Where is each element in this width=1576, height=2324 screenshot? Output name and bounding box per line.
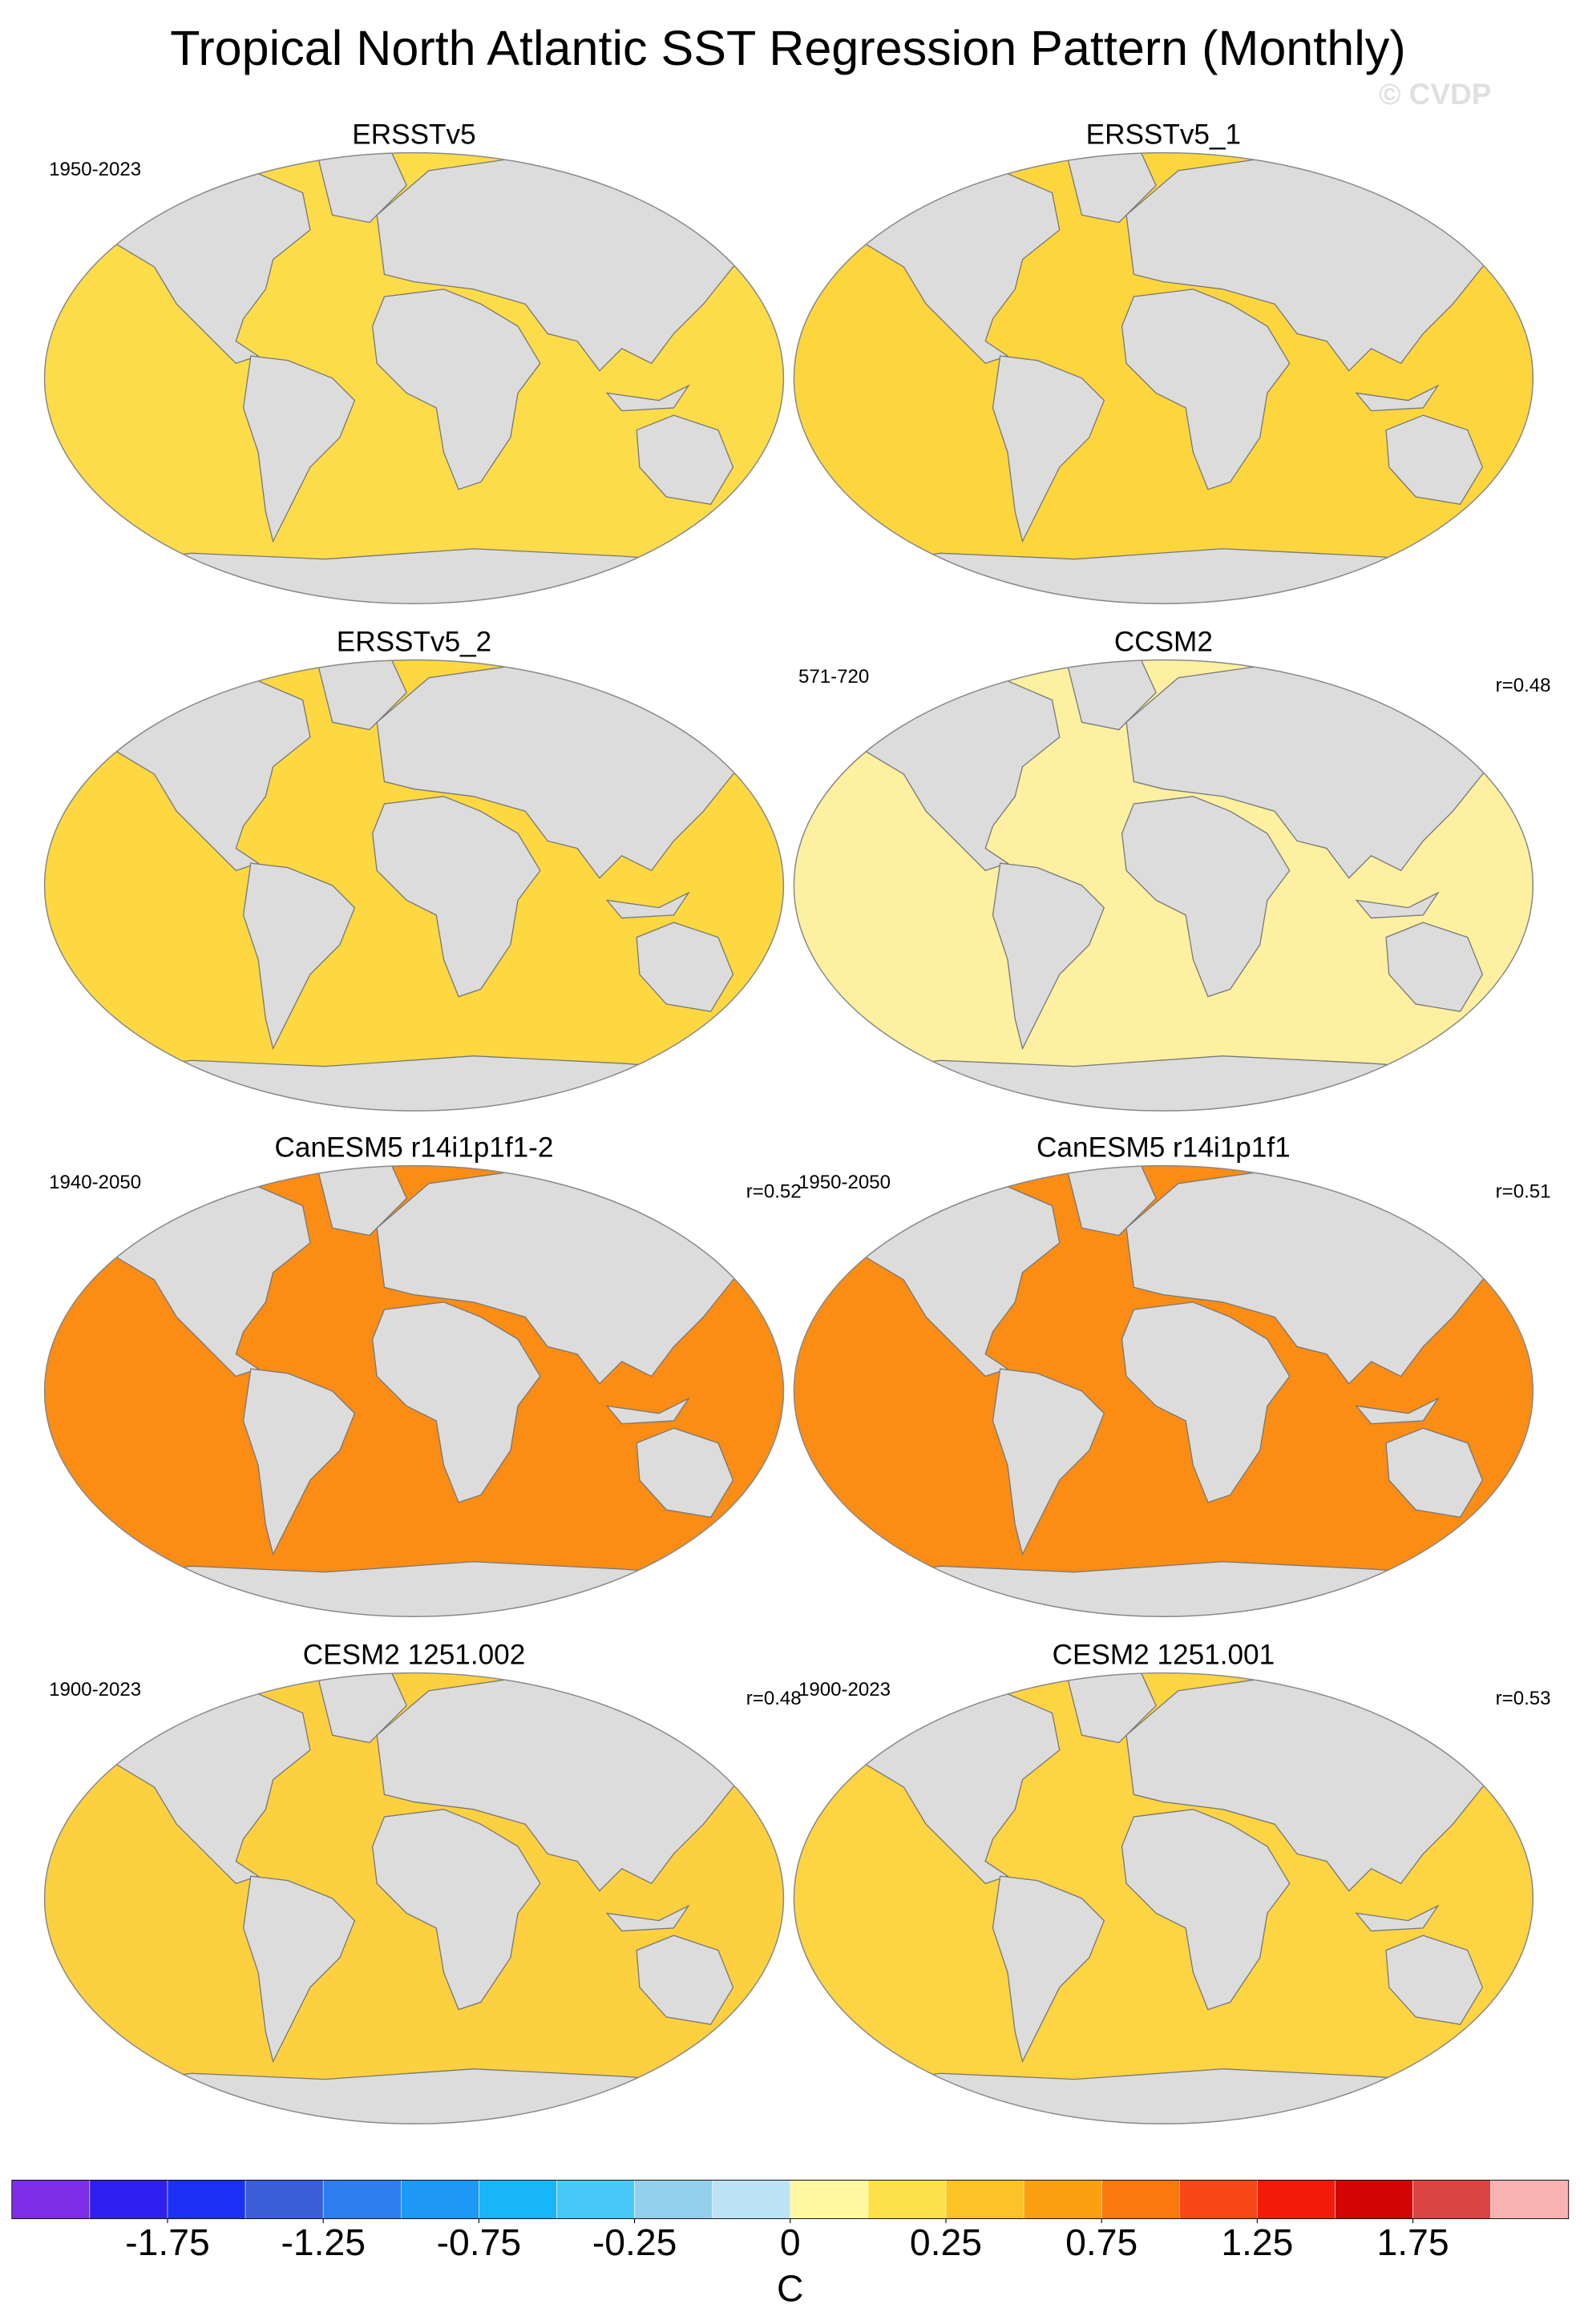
- colorbar-box: [322, 2180, 402, 2219]
- figure-title: Tropical North Atlantic SST Regression P…: [170, 21, 1405, 75]
- colorbar-tick-label: 1.75: [1377, 2221, 1449, 2263]
- panel-period: 1900-2023: [49, 1679, 141, 1701]
- panel-title: CESM2 1251.001: [1053, 1639, 1275, 1670]
- map-panel: CESM2 1251.002 1900-2023 r=0.48: [43, 1639, 802, 2124]
- colorbar-box: [945, 2180, 1024, 2219]
- panel-period: 1900-2023: [798, 1679, 891, 1701]
- map-border: [793, 659, 1534, 1112]
- panel-title: CanESM5 r14i1p1f1: [1037, 1132, 1291, 1164]
- map-field: [44, 1165, 784, 1617]
- map-field: [44, 1672, 784, 2124]
- map-field: [44, 660, 784, 1112]
- watermark: © CVDP: [1379, 77, 1491, 111]
- map-border: [43, 151, 785, 604]
- colorbar-box: [790, 2180, 869, 2219]
- panel-period: 1950-2023: [49, 159, 141, 180]
- colorbar-box: [11, 2180, 91, 2219]
- panel-title: CCSM2: [1114, 626, 1213, 657]
- colorbar-box: [401, 2180, 479, 2219]
- colorbar-box: [556, 2180, 635, 2219]
- colorbar-box: [244, 2180, 324, 2219]
- panel-period: 1950-2050: [798, 1172, 891, 1193]
- colorbar-box: [1257, 2180, 1336, 2219]
- colorbar-tick-label: -1.25: [281, 2221, 365, 2263]
- colorbar-tick-label: 0.75: [1065, 2221, 1138, 2263]
- panel-period: 571-720: [798, 666, 869, 688]
- panel-correlation: r=0.48: [746, 1688, 802, 1709]
- colorbar-box: [867, 2180, 947, 2219]
- map-panel: CESM2 1251.001 1900-2023 r=0.53: [793, 1639, 1551, 2124]
- panel-title: ERSSTv5_1: [1086, 119, 1241, 151]
- colorbar-unit: C: [777, 2268, 803, 2310]
- panel-title: ERSSTv5_2: [337, 626, 491, 657]
- colorbar-tick-label: 1.25: [1221, 2221, 1293, 2263]
- map-panel: ERSSTv5_2: [43, 626, 785, 1112]
- colorbar-box: [89, 2180, 168, 2219]
- colorbar-tick-label: -0.75: [437, 2221, 521, 2263]
- panel-correlation: r=0.51: [1496, 1180, 1551, 1202]
- map-border: [793, 1164, 1534, 1617]
- colorbar-box: [1412, 2180, 1491, 2219]
- colorbar-box: [1101, 2180, 1180, 2219]
- colorbar-box: [1335, 2180, 1413, 2219]
- colorbar-box: [712, 2180, 791, 2219]
- colorbar-tick-label: -0.25: [592, 2221, 677, 2263]
- panel-period: 1940-2050: [49, 1172, 141, 1193]
- map-border: [793, 151, 1534, 604]
- map-border: [793, 1672, 1534, 2124]
- panel-title: CanESM5 r14i1p1f1-2: [275, 1132, 554, 1164]
- colorbar-box: [167, 2180, 246, 2219]
- map-field: [44, 152, 784, 604]
- panels: ERSSTv5 1950-2023 ERSSTv5_1 ERSSTv5_2 CCSM2 5…: [43, 119, 1551, 2124]
- map-field: [794, 1165, 1534, 1617]
- colorbar-box: [634, 2180, 713, 2219]
- colorbar-box: [1178, 2180, 1258, 2219]
- panel-title: ERSSTv5: [352, 119, 475, 151]
- map-border: [43, 1164, 785, 1617]
- colorbar-box: [479, 2180, 557, 2219]
- map-panel: ERSSTv5 1950-2023: [43, 119, 785, 604]
- colorbar-box: [1490, 2180, 1570, 2219]
- panel-correlation: r=0.52: [746, 1180, 802, 1202]
- panel-correlation: r=0.53: [1496, 1688, 1551, 1709]
- map-border: [43, 659, 785, 1112]
- colorbar-tick-label: -1.75: [125, 2221, 209, 2263]
- map-panel: ERSSTv5_1: [793, 119, 1534, 604]
- map-border: [43, 1672, 785, 2124]
- map-field: [794, 660, 1534, 1112]
- colorbar-box: [1023, 2180, 1102, 2219]
- map-panel: CanESM5 r14i1p1f1-2 1940-2050 r=0.52: [43, 1132, 802, 1617]
- map-panel: CCSM2 571-720 r=0.48: [793, 626, 1551, 1112]
- panel-title: CESM2 1251.002: [303, 1639, 526, 1670]
- map-field: [794, 152, 1534, 604]
- panel-correlation: r=0.48: [1496, 675, 1551, 696]
- colorbar-tick-label: 0.25: [910, 2221, 982, 2263]
- map-panel: CanESM5 r14i1p1f1 1950-2050 r=0.51: [793, 1132, 1551, 1617]
- map-field: [794, 1672, 1534, 2124]
- colorbar: -1.75 -1.25 -0.75 -0.25 0 0.25 0.75 1.25 1.75 C: [11, 2180, 1570, 2310]
- colorbar-tick-label: 0: [780, 2221, 801, 2263]
